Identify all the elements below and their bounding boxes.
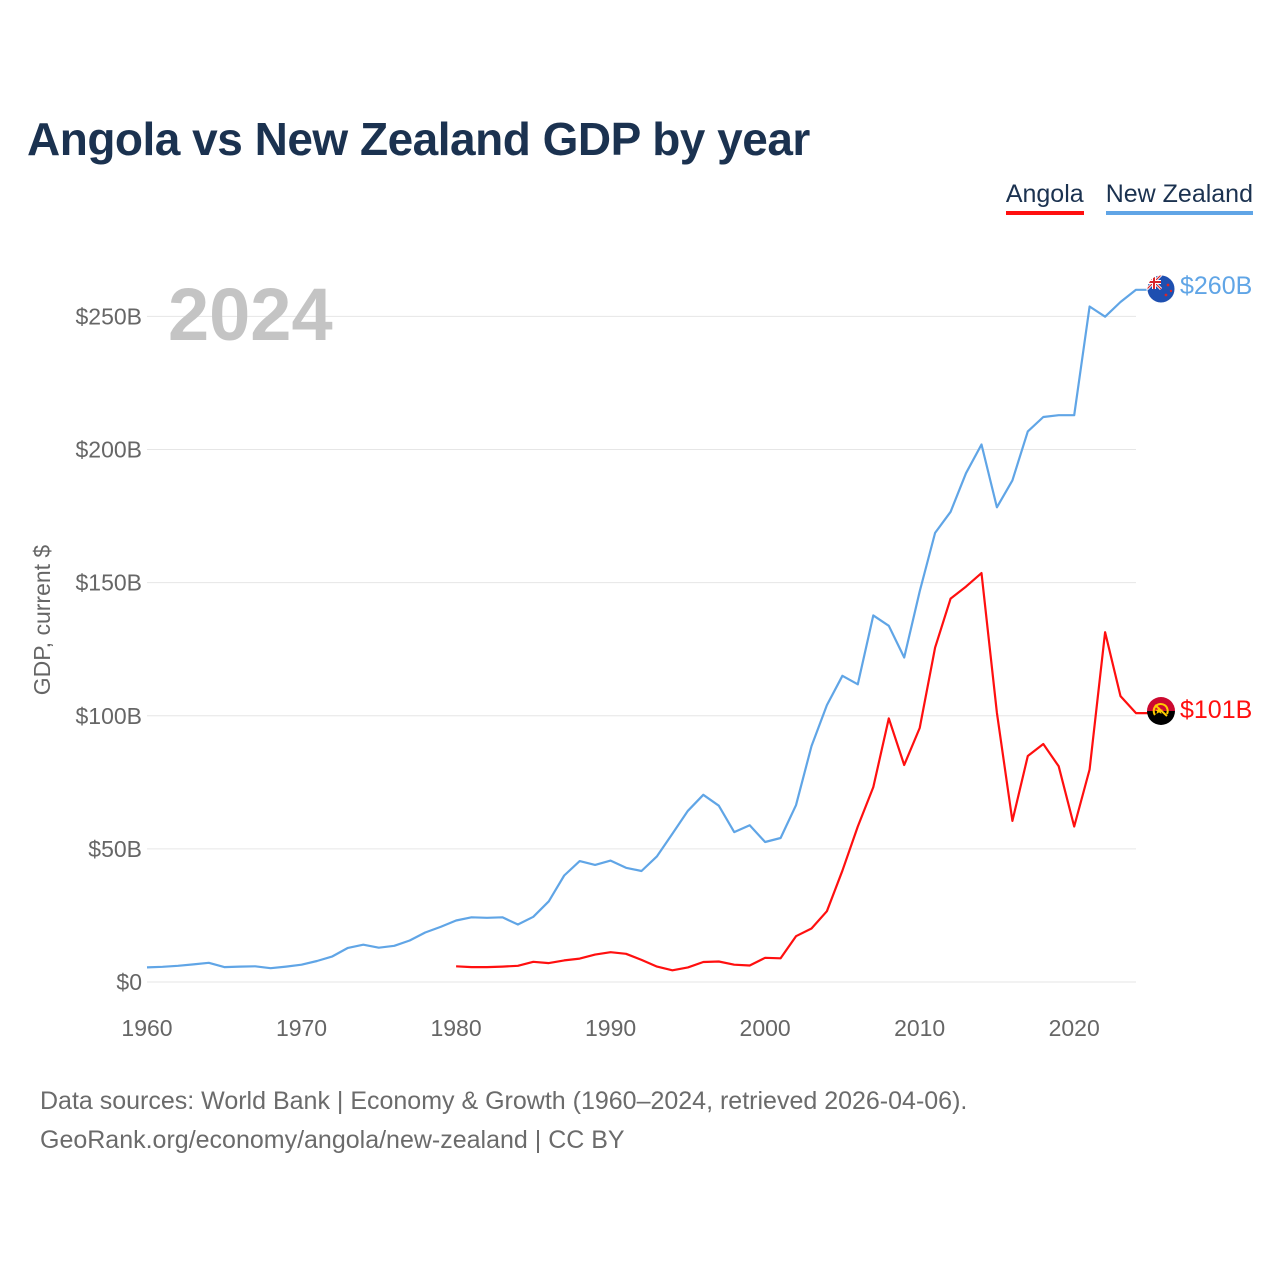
legend: Angola New Zealand <box>1005 180 1253 215</box>
year-watermark: 2024 <box>168 273 333 356</box>
y-tick-label: $150B <box>75 570 142 596</box>
series-line-new-zealand[interactable] <box>146 288 1148 970</box>
y-tick-label: $0 <box>116 969 142 995</box>
angola-end-value-label: $101B <box>1180 696 1252 724</box>
x-axis-ticks: 1960 1970 1980 1990 2000 2010 2020 <box>121 1015 1099 1041</box>
source-line-1: Data sources: World Bank | Economy & Gro… <box>40 1087 968 1115</box>
x-tick-label: 1960 <box>121 1015 172 1041</box>
source-line-2[interactable]: GeoRank.org/economy/angola/new-zealand |… <box>40 1126 625 1154</box>
y-tick-label: $100B <box>75 703 142 729</box>
y-axis-ticks: $0 $50B $100B $150B $200B $250B <box>75 303 142 995</box>
legend-item-new-zealand[interactable]: New Zealand <box>1105 180 1253 215</box>
series-line-angola[interactable] <box>456 571 1148 972</box>
x-tick-label: 1970 <box>276 1015 327 1041</box>
angola-flag-icon <box>1147 697 1175 725</box>
y-tick-label: $50B <box>88 836 142 862</box>
x-tick-label: 2020 <box>1049 1015 1100 1041</box>
x-tick-label: 1990 <box>585 1015 636 1041</box>
x-tick-label: 2000 <box>740 1015 791 1041</box>
source-note: Data sources: World Bank | Economy & Gro… <box>40 1082 967 1160</box>
legend-item-angola[interactable]: Angola <box>1005 180 1084 215</box>
grid-lines <box>147 315 1136 983</box>
y-axis-label: GDP, current $ <box>29 545 55 696</box>
chart-title: Angola vs New Zealand GDP by year <box>27 113 810 165</box>
y-tick-label: $250B <box>75 303 142 329</box>
new-zealand-flag-icon <box>1146 274 1176 304</box>
y-tick-label: $200B <box>75 437 142 463</box>
x-tick-label: 2010 <box>894 1015 945 1041</box>
series-layer <box>146 288 1148 972</box>
x-tick-label: 1980 <box>430 1015 481 1041</box>
new-zealand-end-value-label: $260B <box>1180 272 1252 300</box>
